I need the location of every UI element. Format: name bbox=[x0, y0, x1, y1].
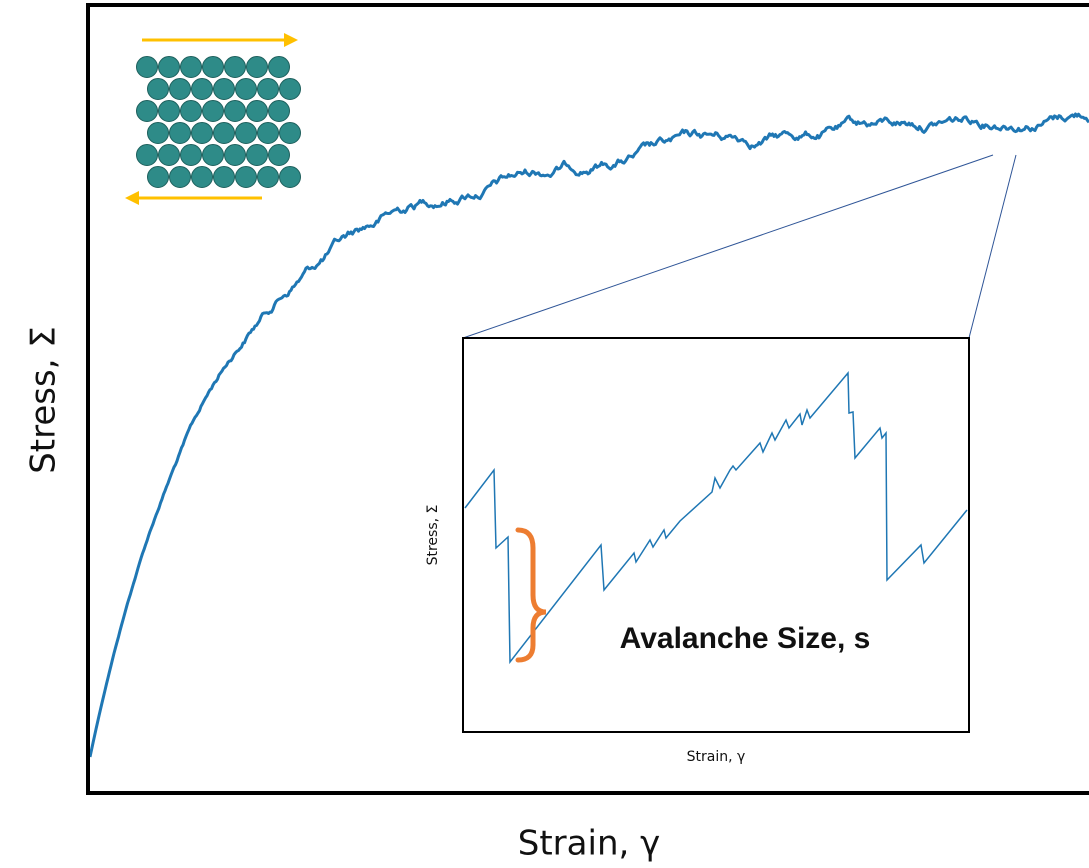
particle bbox=[213, 122, 235, 144]
particle bbox=[180, 144, 202, 166]
particle bbox=[268, 100, 290, 122]
particle bbox=[147, 122, 169, 144]
particle bbox=[169, 166, 191, 188]
particle bbox=[235, 166, 257, 188]
arrow-head bbox=[284, 33, 298, 47]
particle bbox=[213, 78, 235, 100]
particle bbox=[213, 166, 235, 188]
particle bbox=[257, 122, 279, 144]
particle bbox=[158, 100, 180, 122]
particle bbox=[158, 56, 180, 78]
particle bbox=[268, 56, 290, 78]
arrow-head bbox=[125, 191, 139, 205]
particle bbox=[246, 144, 268, 166]
particle-sketch bbox=[136, 56, 301, 188]
particle bbox=[169, 78, 191, 100]
particle bbox=[235, 122, 257, 144]
particle bbox=[279, 166, 301, 188]
particle bbox=[246, 100, 268, 122]
particle bbox=[202, 100, 224, 122]
particle bbox=[180, 100, 202, 122]
particle bbox=[191, 122, 213, 144]
particle bbox=[279, 78, 301, 100]
particle bbox=[136, 56, 158, 78]
particle bbox=[147, 166, 169, 188]
inset-x-label: Strain, γ bbox=[687, 749, 746, 765]
particle bbox=[246, 56, 268, 78]
particle bbox=[169, 122, 191, 144]
particle bbox=[147, 78, 169, 100]
particle bbox=[235, 78, 257, 100]
particle bbox=[268, 144, 290, 166]
inset-y-label: Stress, Σ bbox=[425, 505, 441, 566]
particle bbox=[136, 100, 158, 122]
particle bbox=[191, 78, 213, 100]
particle bbox=[191, 166, 213, 188]
inset-frame bbox=[462, 337, 970, 733]
main-frame bbox=[86, 3, 1089, 795]
y-axis-label: Stress, Σ bbox=[24, 326, 64, 474]
inset-curve bbox=[464, 371, 968, 665]
particle bbox=[224, 144, 246, 166]
particle bbox=[279, 122, 301, 144]
particle bbox=[257, 78, 279, 100]
particle bbox=[257, 166, 279, 188]
annotation: Avalanche Size, s bbox=[620, 622, 871, 655]
particle bbox=[224, 56, 246, 78]
particle bbox=[158, 144, 180, 166]
particle bbox=[180, 56, 202, 78]
particle bbox=[202, 144, 224, 166]
particle bbox=[224, 100, 246, 122]
stress-strain-curve bbox=[88, 112, 1089, 758]
particle bbox=[202, 56, 224, 78]
zoom-line bbox=[462, 154, 994, 339]
zoom-line bbox=[968, 154, 1017, 339]
particle bbox=[136, 144, 158, 166]
avalanche-brace bbox=[515, 527, 547, 663]
x-axis-label: Strain, γ bbox=[518, 824, 660, 864]
